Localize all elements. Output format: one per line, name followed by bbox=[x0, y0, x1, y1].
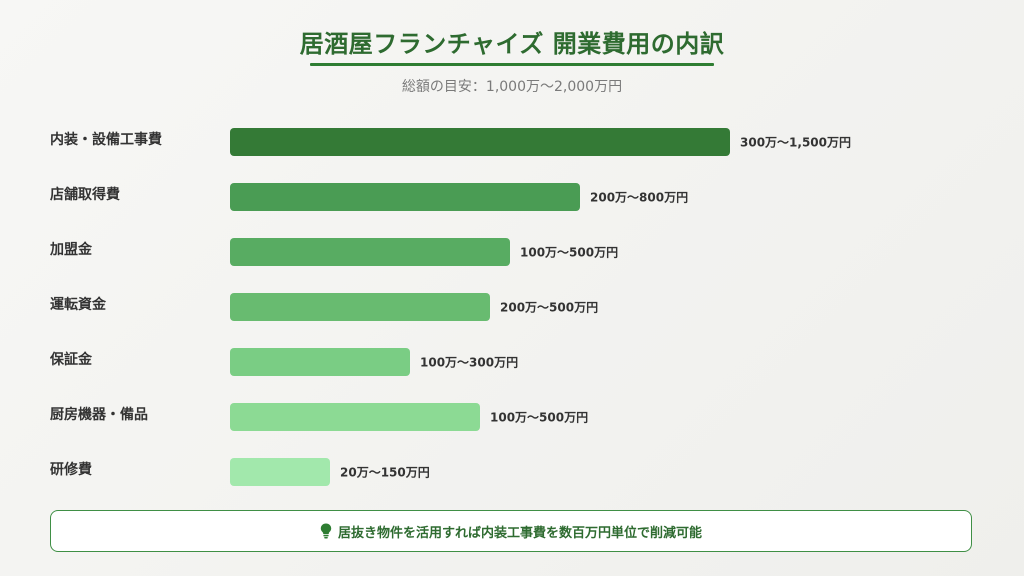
value-label: 20万〜150万円 bbox=[340, 466, 430, 480]
bar bbox=[230, 348, 410, 376]
category-label: 加盟金 bbox=[49, 241, 93, 258]
lightbulb-icon bbox=[320, 523, 332, 539]
category-label: 保証金 bbox=[49, 351, 93, 368]
value-label: 100万〜500万円 bbox=[490, 411, 588, 425]
value-label: 200万〜800万円 bbox=[590, 191, 688, 205]
category-label: 厨房機器・備品 bbox=[50, 406, 148, 423]
value-label: 200万〜500万円 bbox=[500, 301, 598, 315]
category-label: 店舗取得費 bbox=[50, 186, 120, 203]
value-label: 100万〜500万円 bbox=[520, 246, 618, 260]
bar bbox=[230, 128, 730, 156]
bar bbox=[230, 458, 330, 486]
value-label: 100万〜300万円 bbox=[420, 356, 518, 370]
bar bbox=[230, 183, 580, 211]
page-title: 居酒屋フランチャイズ 開業費用の内訳 bbox=[299, 30, 725, 58]
category-label: 研修費 bbox=[50, 461, 92, 478]
bar bbox=[230, 403, 480, 431]
category-label: 運転資金 bbox=[50, 296, 107, 313]
tip-box: 居抜き物件を活用すれば内装工事費を数百万円単位で削減可能 bbox=[50, 510, 972, 552]
category-label: 内装・設備工事費 bbox=[50, 131, 162, 148]
bar bbox=[230, 238, 510, 266]
value-label: 300万〜1,500万円 bbox=[740, 136, 851, 150]
subtitle: 総額の目安：1,000万〜2,000万円 bbox=[401, 79, 623, 95]
tip-text: 居抜き物件を活用すれば内装工事費を数百万円単位で削減可能 bbox=[337, 525, 702, 541]
bar bbox=[230, 293, 490, 321]
title-underline bbox=[310, 63, 714, 66]
